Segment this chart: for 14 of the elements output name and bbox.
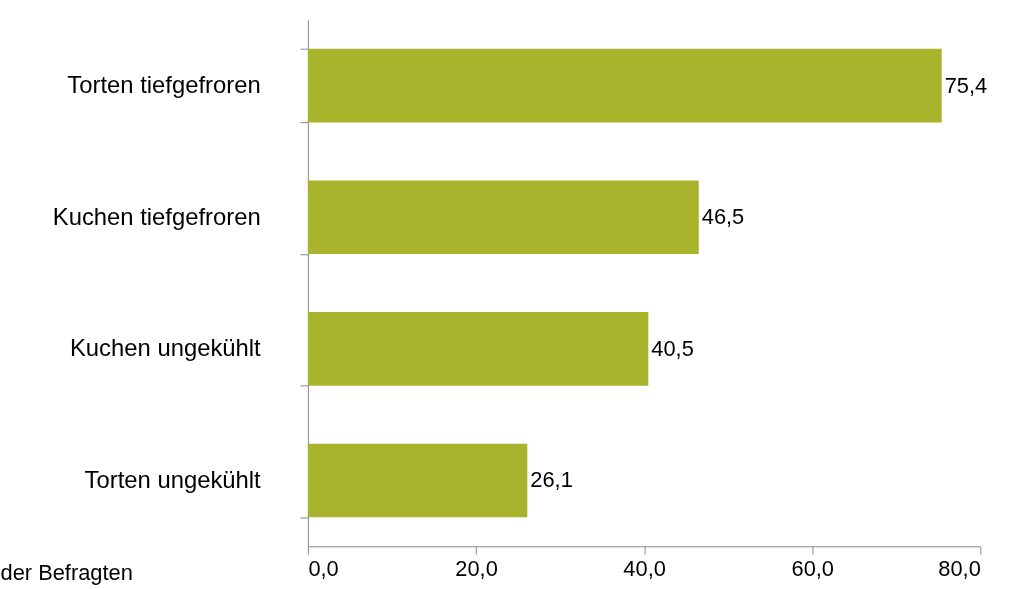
data-label: 26,1: [530, 467, 573, 493]
data-label: 40,5: [651, 335, 694, 361]
data-label: 75,4: [944, 72, 988, 98]
y-tick-label: Kuchen ungekühlt: [69, 334, 262, 362]
x-tick-label: 20,0: [455, 555, 498, 581]
y-tick-label: Torten ungekühlt: [84, 465, 262, 493]
x-axis-title: der Befragten: [0, 559, 133, 585]
x-tick-label: 60,0: [791, 555, 834, 581]
x-tick-label: 0,0: [308, 555, 339, 581]
x-tick-label: 40,0: [623, 555, 666, 581]
x-tick-label: 80,0: [938, 555, 981, 581]
y-tick-label: Kuchen tiefgefroren: [52, 202, 261, 230]
y-tick-label: Torten tiefgefroren: [67, 71, 261, 99]
data-label: 46,5: [701, 204, 745, 230]
